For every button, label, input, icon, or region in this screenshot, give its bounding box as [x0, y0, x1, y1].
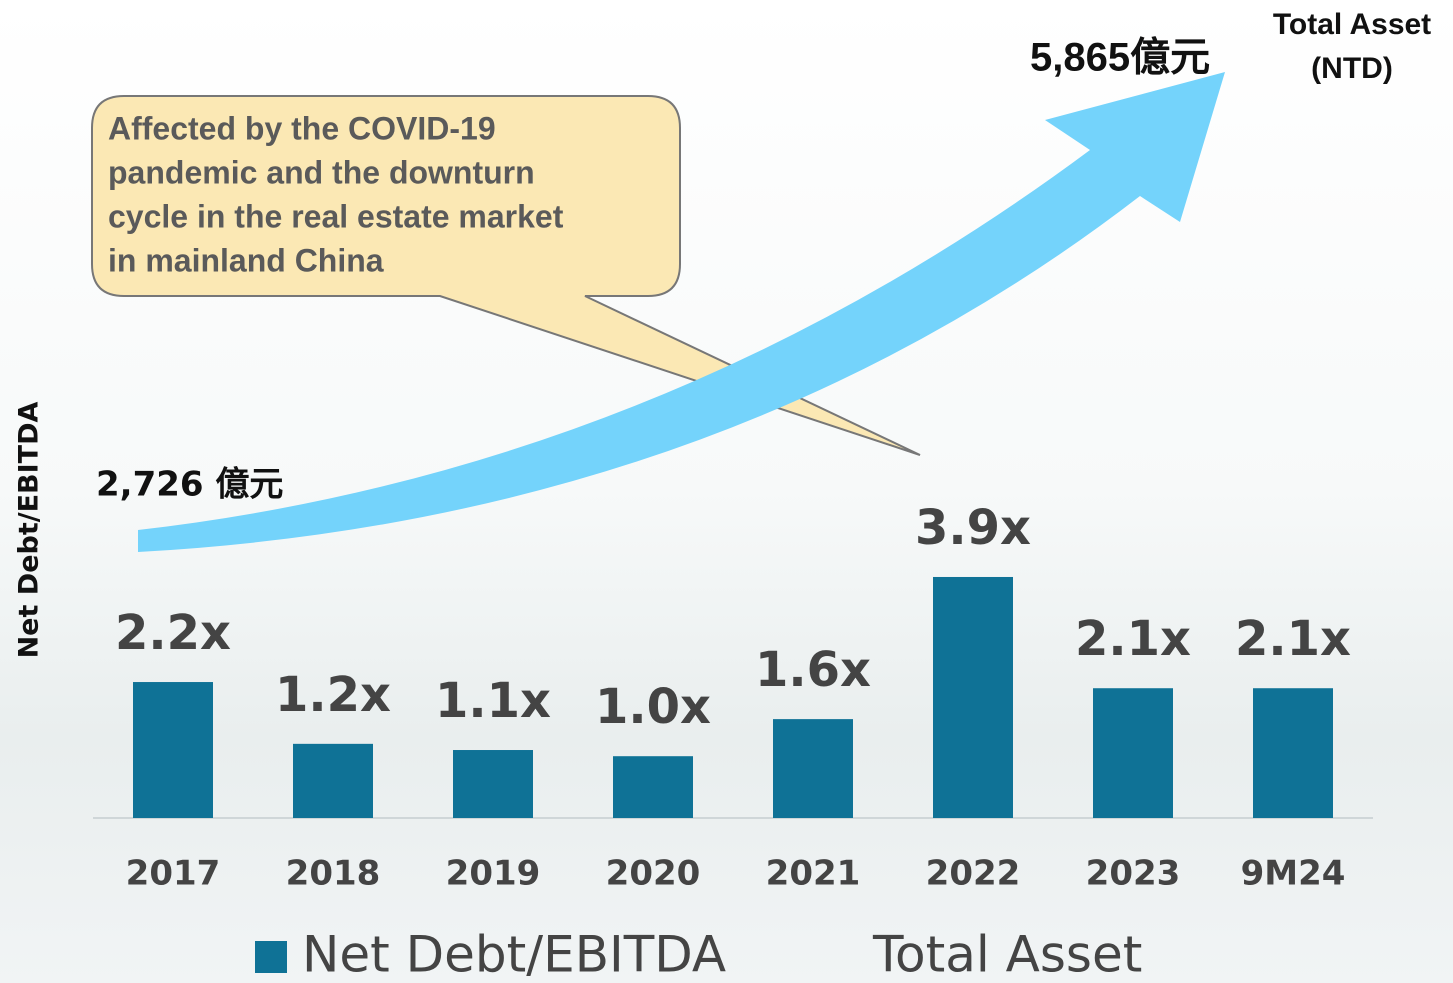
- bar: [453, 750, 533, 818]
- data-label: 2.2x: [115, 605, 231, 661]
- annotation-text: cycle in the real estate market: [108, 198, 564, 234]
- bar: [613, 756, 693, 818]
- data-label: 2.1x: [1075, 611, 1191, 667]
- annotation-text: Affected by the COVID-19: [108, 110, 496, 146]
- x-tick-label: 2020: [606, 854, 701, 894]
- bar: [773, 719, 853, 818]
- data-label: 1.1x: [435, 673, 551, 729]
- annotation-text: pandemic and the downturn: [108, 154, 535, 190]
- x-tick-label: 2022: [926, 854, 1021, 894]
- x-tick-label: 2023: [1086, 854, 1181, 894]
- total-asset-arrow: [138, 72, 1225, 552]
- bar: [1253, 688, 1333, 818]
- bar: [293, 743, 373, 818]
- x-tick-label: 2019: [446, 854, 541, 894]
- data-label: 1.0x: [595, 679, 711, 735]
- data-label: 3.9x: [915, 500, 1031, 556]
- asset-unit: (NTD): [1311, 52, 1393, 85]
- data-label: 2.1x: [1235, 611, 1351, 667]
- callout: [91, 95, 921, 456]
- asset-unit: Total Asset: [1273, 8, 1431, 41]
- bar: [133, 682, 213, 818]
- legend-swatch: [255, 941, 287, 973]
- legend-label: Total Asset: [872, 926, 1142, 983]
- x-tick-label: 2017: [126, 854, 221, 894]
- asset-end-label: 5,865億元: [1030, 36, 1210, 80]
- data-label: 1.2x: [275, 667, 391, 723]
- data-label: 1.6x: [755, 642, 871, 698]
- x-tick-label: 2021: [766, 854, 861, 894]
- asset-start-label: 2,726 億元: [96, 465, 283, 505]
- x-tick-label: 9M24: [1241, 854, 1346, 894]
- legend-label: Net Debt/EBITDA: [302, 926, 726, 983]
- bar: [933, 576, 1013, 818]
- x-tick-label: 2018: [286, 854, 381, 894]
- annotation-text: in mainland China: [108, 242, 384, 278]
- y-axis-label: Net Debt/EBITDA: [14, 401, 45, 658]
- bar: [1093, 688, 1173, 818]
